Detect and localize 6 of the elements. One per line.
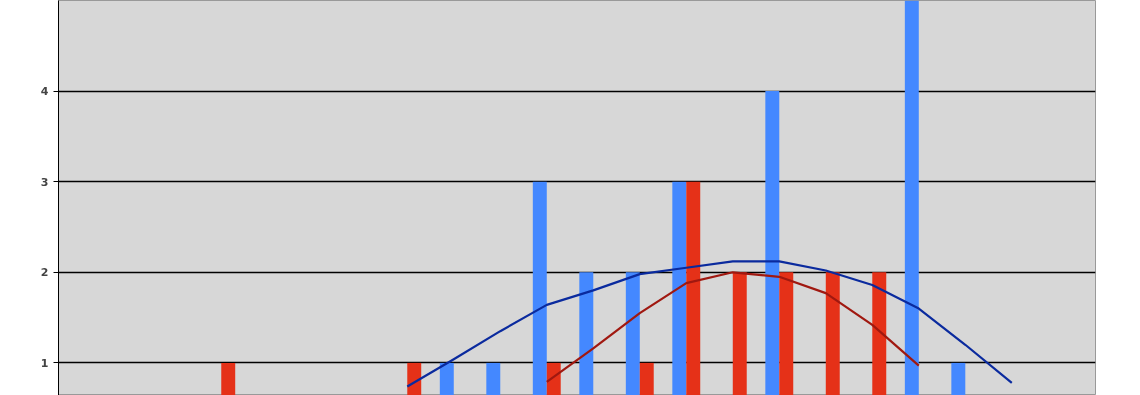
y-tick-label: 3: [40, 175, 49, 189]
line-series: [406, 260, 1013, 388]
y-tick-label: 2: [40, 266, 49, 280]
y-tick-label: 4: [40, 85, 49, 99]
line-series: [545, 271, 920, 384]
y-tick-label: 1: [40, 356, 49, 370]
